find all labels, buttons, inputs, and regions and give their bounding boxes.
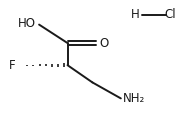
Text: HO: HO [18, 17, 36, 30]
Text: Cl: Cl [165, 8, 176, 21]
Text: F: F [9, 59, 16, 72]
Text: H: H [131, 8, 139, 21]
Text: O: O [100, 37, 109, 50]
Text: NH₂: NH₂ [123, 92, 145, 105]
